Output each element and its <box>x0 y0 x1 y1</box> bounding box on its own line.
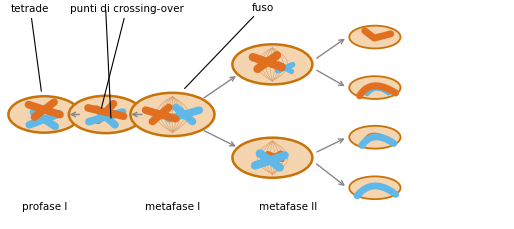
Ellipse shape <box>69 96 143 134</box>
Ellipse shape <box>350 126 400 149</box>
Ellipse shape <box>8 97 80 133</box>
Ellipse shape <box>350 77 400 100</box>
Text: metafase I: metafase I <box>145 201 200 211</box>
Ellipse shape <box>232 45 313 85</box>
Text: punti di crossing-over: punti di crossing-over <box>70 4 184 109</box>
Text: tetrade: tetrade <box>11 4 49 92</box>
Ellipse shape <box>232 138 313 178</box>
Ellipse shape <box>131 93 214 136</box>
Text: fuso: fuso <box>185 3 274 89</box>
Text: metafase II: metafase II <box>259 201 317 211</box>
Ellipse shape <box>350 177 400 199</box>
Ellipse shape <box>350 27 400 49</box>
Text: profase I: profase I <box>22 201 67 211</box>
